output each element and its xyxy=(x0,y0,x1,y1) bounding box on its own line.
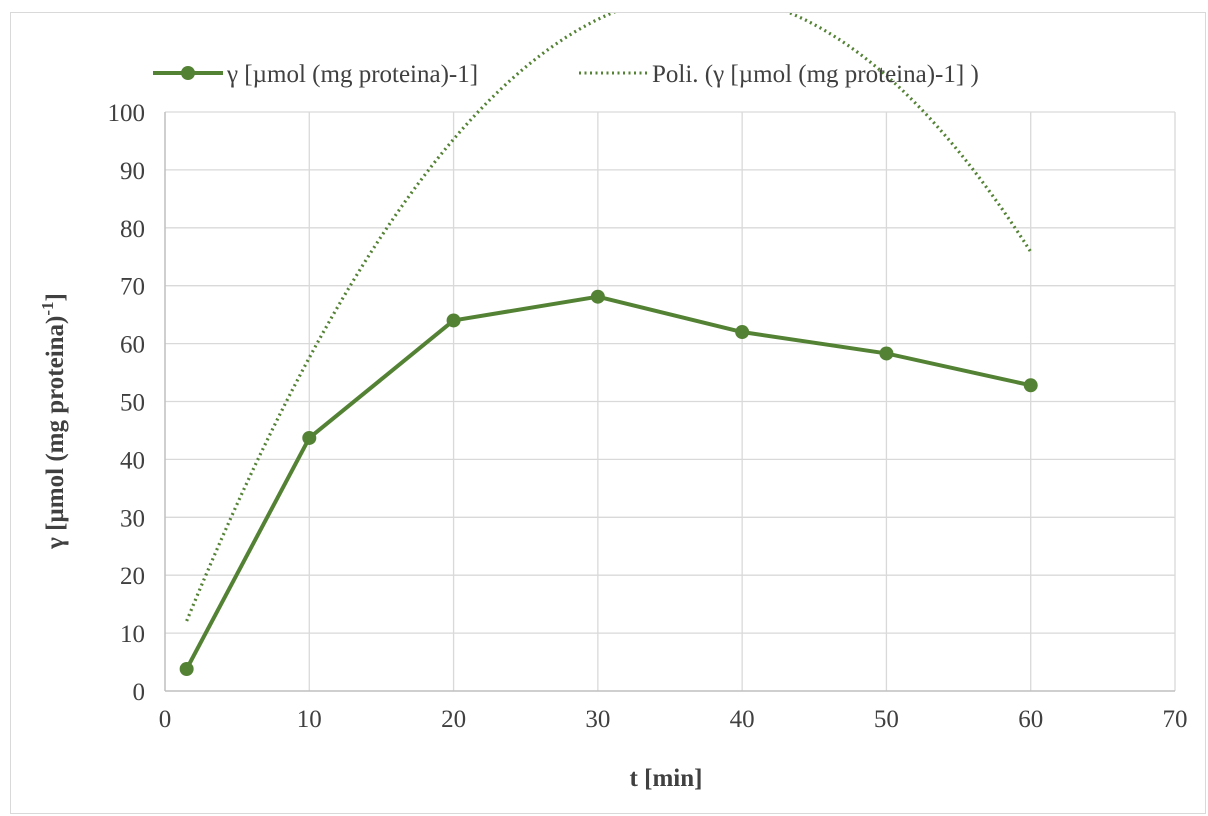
y-tick-label: 30 xyxy=(120,505,145,532)
data-point-series-1 xyxy=(179,661,194,676)
y-axis-title-superscript: -1 xyxy=(38,301,57,315)
y-tick-label: 90 xyxy=(120,158,145,185)
data-point-series-1 xyxy=(1023,378,1038,393)
y-axis-title: γ [µmol (mg proteina)-1] xyxy=(38,293,69,550)
axes xyxy=(164,112,1175,692)
legend-label-series-2: Poli. (γ [µmol (mg proteina)-1] ) xyxy=(652,61,979,88)
series xyxy=(179,13,1038,676)
y-tick-label: 0 xyxy=(133,679,146,706)
legend-marker-series-1 xyxy=(181,66,195,80)
x-tick-label: 30 xyxy=(585,706,610,733)
chart-area: 0 10 20 30 40 50 60 70 80 90 100 0 10 20 30 40 50 60 70 γ … xyxy=(10,12,1206,814)
x-tick-label: 40 xyxy=(730,706,755,733)
x-tick-label: 70 xyxy=(1163,706,1188,733)
trendline-series-2 xyxy=(185,13,1033,622)
x-tick-label: 0 xyxy=(159,706,172,733)
y-tick-label: 60 xyxy=(120,332,145,359)
y-axis-title-close: ] xyxy=(42,293,69,301)
data-point-series-1 xyxy=(446,313,461,328)
x-axis-title: t [min] xyxy=(630,765,703,792)
y-tick-label: 40 xyxy=(120,447,145,474)
y-tick-label: 80 xyxy=(120,216,145,243)
data-point-series-1 xyxy=(879,346,894,361)
tick-labels: 0 10 20 30 40 50 60 70 80 90 100 0 10 20 30 40 50 60 70 xyxy=(108,100,1188,733)
data-point-series-1 xyxy=(735,325,750,340)
y-tick-label: 70 xyxy=(120,274,145,301)
y-tick-label: 50 xyxy=(120,390,145,417)
legend: γ [µmol (mg proteina)-1] Poli. (γ [µmol … xyxy=(153,61,979,88)
y-axis-title-main: γ [µmol (mg proteina) xyxy=(42,316,69,550)
x-tick-label: 60 xyxy=(1018,706,1043,733)
gridlines xyxy=(165,111,1176,691)
chart-svg: 0 10 20 30 40 50 60 70 80 90 100 0 10 20 30 40 50 60 70 γ … xyxy=(38,13,1188,792)
x-tick-label: 20 xyxy=(441,706,466,733)
y-tick-label: 100 xyxy=(108,100,146,127)
data-point-series-1 xyxy=(302,430,317,445)
x-tick-label: 10 xyxy=(297,706,322,733)
y-tick-label: 20 xyxy=(120,563,145,590)
data-point-series-1 xyxy=(590,289,605,304)
y-tick-label: 10 xyxy=(120,621,145,648)
legend-label-series-1: γ [µmol (mg proteina)-1] xyxy=(226,61,478,88)
x-tick-label: 50 xyxy=(874,706,899,733)
